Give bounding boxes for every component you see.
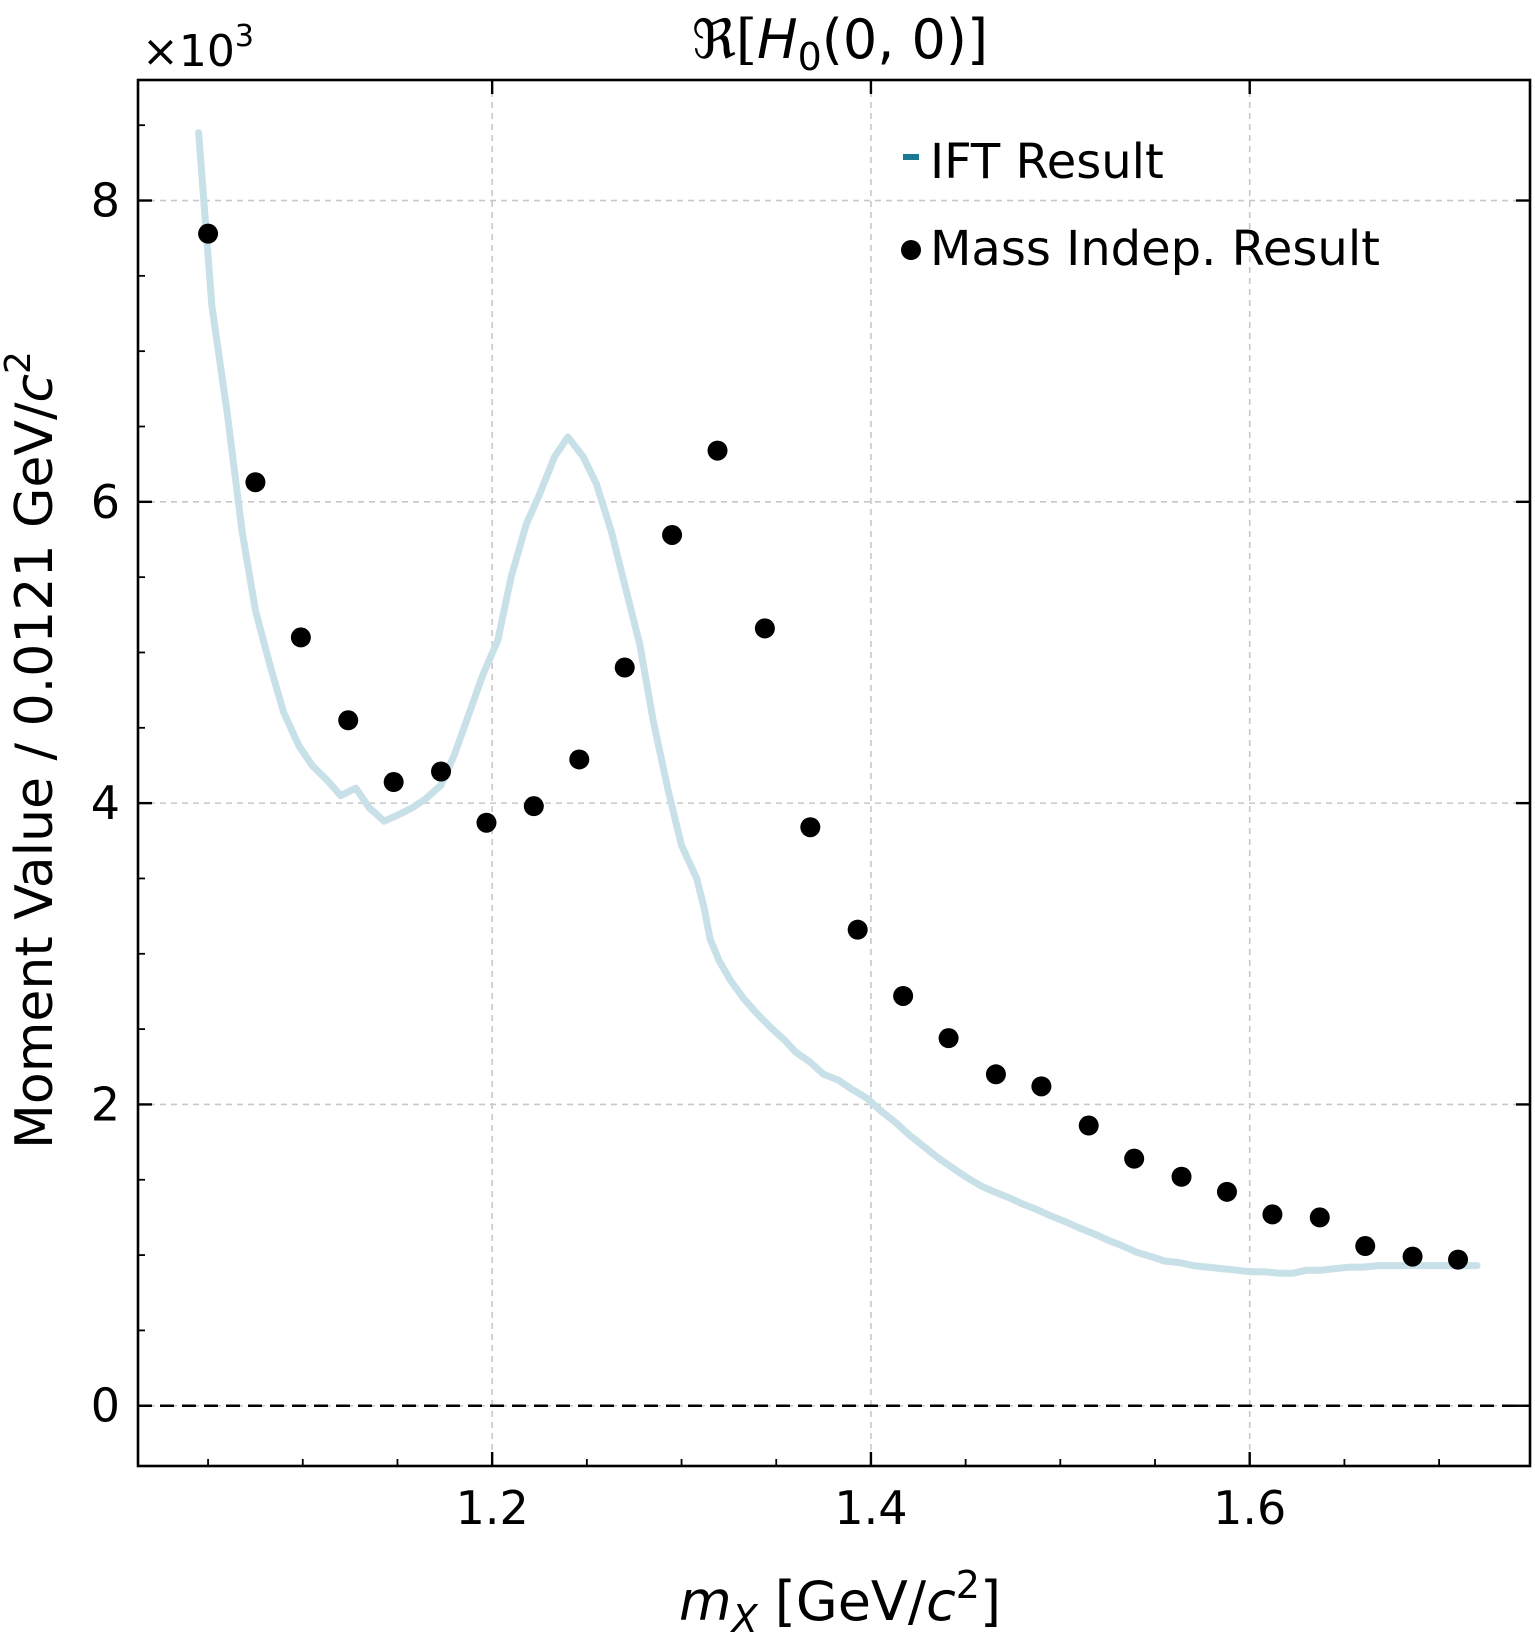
mass-indep-point bbox=[383, 772, 404, 793]
y-tick-label: 2 bbox=[91, 1077, 120, 1131]
x-tick-label: 1.6 bbox=[1213, 1481, 1286, 1535]
mass-indep-point bbox=[198, 223, 219, 244]
mass-indep-point bbox=[523, 796, 544, 817]
mass-indep-point bbox=[893, 985, 914, 1006]
y-multiplier: ×103 bbox=[142, 19, 254, 77]
mass-indep-point bbox=[1124, 1148, 1145, 1169]
mass-indep-point bbox=[1309, 1207, 1330, 1228]
y-tick-label: 6 bbox=[91, 475, 120, 529]
chart-title-suffix: (0, 0)] bbox=[822, 8, 988, 71]
x-tick-label: 1.2 bbox=[456, 1481, 529, 1535]
grid-layer bbox=[138, 80, 1530, 1466]
legend-marker-scatter bbox=[901, 240, 921, 260]
x-axis-label-symbol: m bbox=[679, 1570, 732, 1632]
x-tick-label: 1.4 bbox=[834, 1481, 907, 1535]
mass-indep-point bbox=[1448, 1249, 1469, 1270]
plot-frame bbox=[136, 78, 1532, 1468]
y-multiplier-base: ×10 bbox=[142, 26, 235, 77]
x-axis-label-c: c bbox=[926, 1570, 956, 1632]
mass-indep-point bbox=[847, 919, 868, 940]
x-axis-label-subscript: X bbox=[730, 1597, 759, 1632]
mass-indep-point bbox=[707, 440, 728, 461]
x-axis-label-prefix: [GeV/ bbox=[758, 1570, 927, 1632]
legend-label-line: IFT Result bbox=[930, 134, 1164, 190]
mass-indep-point bbox=[1402, 1246, 1423, 1267]
legend: IFT Result Mass Indep. Result bbox=[901, 134, 1380, 277]
x-axis-label-sup: 2 bbox=[956, 1563, 980, 1607]
mass-indep-point bbox=[476, 812, 497, 833]
y-axis-label-c: c bbox=[5, 374, 65, 403]
series-layer bbox=[195, 129, 1481, 1277]
mass-indep-point bbox=[754, 618, 775, 639]
chart-title: ℜ[H0(0, 0)] bbox=[692, 8, 988, 79]
y-axis-label-sup: 2 bbox=[0, 351, 39, 374]
mass-indep-point bbox=[290, 627, 311, 648]
mass-indep-point bbox=[614, 657, 635, 678]
mass-indep-point bbox=[662, 524, 683, 545]
mass-indep-point bbox=[1031, 1076, 1052, 1097]
y-axis-label: Moment Value / 0.0121 GeV/c2 bbox=[0, 351, 65, 1149]
x-axis-label: mX [GeV/c2] bbox=[679, 1563, 1001, 1632]
mass-indep-point bbox=[1216, 1181, 1237, 1202]
y-tick-label: 8 bbox=[91, 174, 120, 228]
y-tick-label: 4 bbox=[91, 776, 120, 830]
mass-indep-point bbox=[1078, 1115, 1099, 1136]
legend-label-scatter: Mass Indep. Result bbox=[930, 221, 1380, 277]
mass-indep-point bbox=[800, 817, 821, 838]
y-tick-label: 0 bbox=[91, 1379, 120, 1433]
mass-indep-point bbox=[245, 472, 266, 493]
mass-indep-point bbox=[938, 1028, 959, 1049]
chart-title-prefix: ℜ[ bbox=[692, 8, 757, 71]
ift-result-line bbox=[195, 129, 1481, 1277]
legend-line-swatch bbox=[903, 154, 919, 160]
y-axis-label-prefix: Moment Value / 0.0121 GeV/ bbox=[5, 402, 65, 1149]
mass-indep-point bbox=[569, 749, 590, 770]
axes-layer: 1.2 1.4 1.6 0 2 4 6 8 bbox=[91, 78, 1532, 1535]
x-axis-label-suffix: ] bbox=[980, 1570, 1001, 1632]
mass-indep-point bbox=[1355, 1236, 1376, 1257]
chart-title-subscript: 0 bbox=[798, 35, 822, 79]
mass-indep-point bbox=[1262, 1204, 1283, 1225]
mass-indep-point bbox=[985, 1064, 1006, 1085]
mass-indep-point bbox=[338, 710, 359, 731]
chart-title-symbol: H bbox=[757, 8, 798, 71]
y-multiplier-exponent: 3 bbox=[235, 19, 254, 54]
mass-indep-point bbox=[1171, 1166, 1192, 1187]
mass-indep-point bbox=[431, 761, 452, 782]
